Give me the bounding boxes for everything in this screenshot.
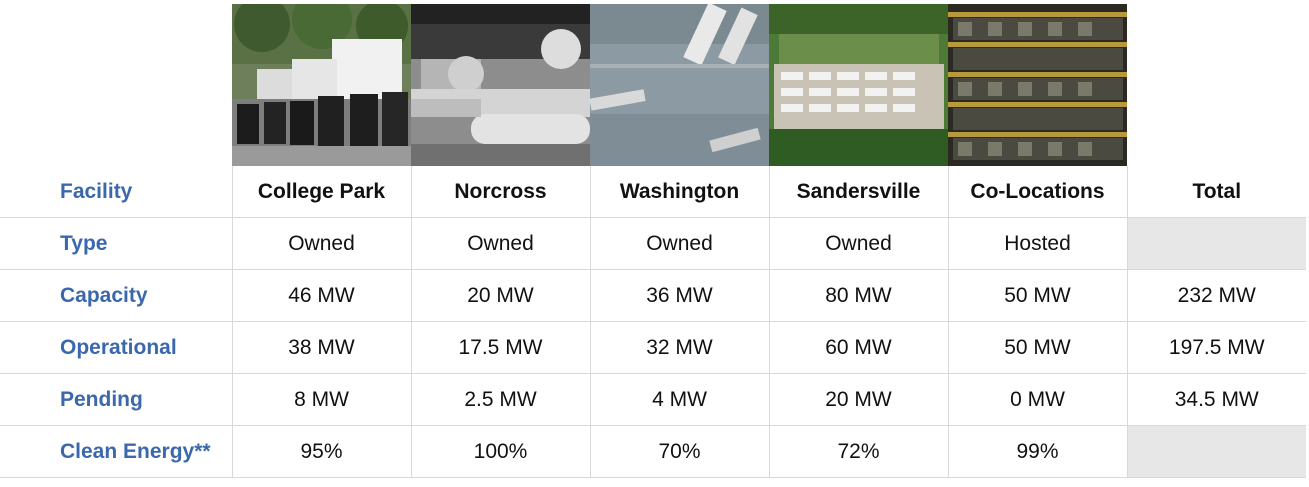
facility-photo-strip [232, 4, 1127, 166]
table-row-capacity: Capacity 46 MW 20 MW 36 MW 80 MW 50 MW 2… [0, 269, 1306, 322]
row-label-clean-energy: Clean Energy** [0, 425, 232, 478]
table-cell: 70% [589, 425, 769, 478]
facility-header-label: Facility [60, 179, 133, 203]
row-label-capacity: Capacity [0, 269, 232, 322]
table-cell: 60 MW [768, 321, 948, 374]
co-locations-photo [948, 4, 1127, 166]
facility-table: Facility College Park Norcross Washingto… [0, 166, 1306, 478]
table-row-pending: Pending 8 MW 2.5 MW 4 MW 20 MW 0 MW 34.5… [0, 373, 1306, 426]
total-header: Total [1126, 166, 1306, 218]
table-cell: 32 MW [589, 321, 769, 374]
row-label-type: Type [0, 217, 232, 270]
table-cell: 20 MW [410, 269, 590, 322]
norcross-photo [411, 4, 590, 166]
table-cell: 8 MW [231, 373, 411, 426]
total-cell: 232 MW [1126, 269, 1306, 322]
facility-name-washington: Washington [589, 166, 769, 218]
table-row-operational: Operational 38 MW 17.5 MW 32 MW 60 MW 50… [0, 321, 1306, 374]
facility-name-norcross: Norcross [410, 166, 590, 218]
table-cell: 4 MW [589, 373, 769, 426]
table-cell: 20 MW [768, 373, 948, 426]
table-cell: 46 MW [231, 269, 411, 322]
total-cell-empty [1126, 425, 1306, 478]
total-cell-empty [1126, 217, 1306, 270]
table-header-row: Facility College Park Norcross Washingto… [0, 166, 1306, 218]
facility-name-co-locations: Co-Locations [947, 166, 1127, 218]
table-cell: 36 MW [589, 269, 769, 322]
table-cell: 100% [410, 425, 590, 478]
table-cell: 38 MW [231, 321, 411, 374]
table-cell: 72% [768, 425, 948, 478]
table-cell: Hosted [947, 217, 1127, 270]
table-cell: 95% [231, 425, 411, 478]
sandersville-photo [769, 4, 948, 166]
facility-name-sandersville: Sandersville [768, 166, 948, 218]
table-cell: 99% [947, 425, 1127, 478]
total-cell: 197.5 MW [1126, 321, 1306, 374]
table-cell: Owned [410, 217, 590, 270]
table-cell: 17.5 MW [410, 321, 590, 374]
table-cell: 50 MW [947, 269, 1127, 322]
table-cell: 0 MW [947, 373, 1127, 426]
table-cell: Owned [231, 217, 411, 270]
washington-photo [590, 4, 769, 166]
table-row-type: Type Owned Owned Owned Owned Hosted [0, 217, 1306, 270]
table-cell: Owned [589, 217, 769, 270]
table-cell: 2.5 MW [410, 373, 590, 426]
table-cell: 50 MW [947, 321, 1127, 374]
table-cell: 80 MW [768, 269, 948, 322]
table-cell: Owned [768, 217, 948, 270]
row-label-pending: Pending [0, 373, 232, 426]
facility-name-college-park: College Park [231, 166, 411, 218]
college-park-photo [232, 4, 411, 166]
total-cell: 34.5 MW [1126, 373, 1306, 426]
row-label-operational: Operational [0, 321, 232, 374]
table-row-clean-energy: Clean Energy** 95% 100% 70% 72% 99% [0, 425, 1306, 478]
